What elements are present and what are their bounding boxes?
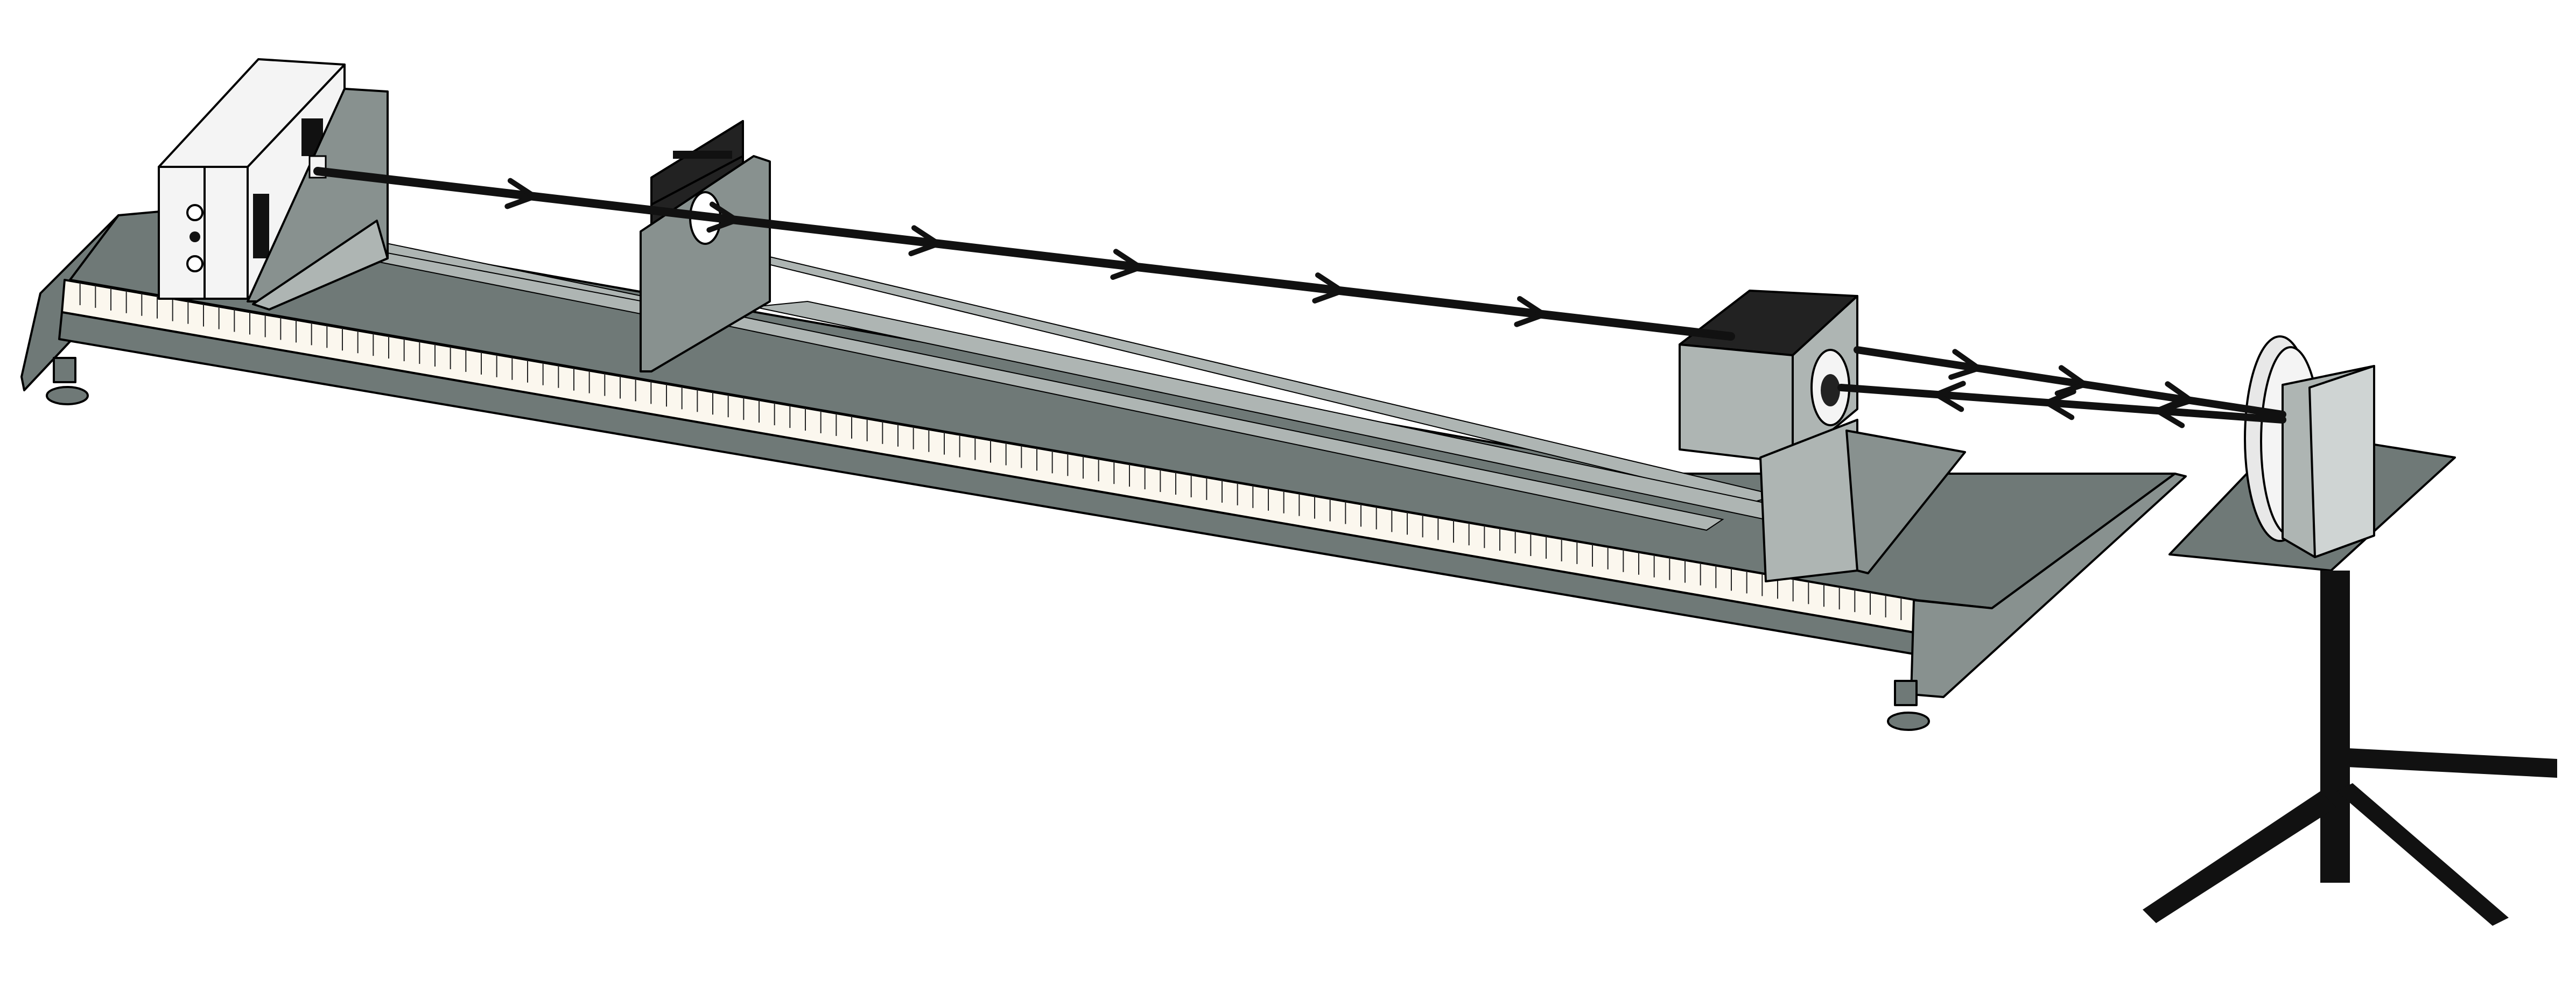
stand-post bbox=[2320, 571, 2350, 883]
lens-box bbox=[1679, 290, 1966, 582]
light-rays bbox=[313, 167, 2286, 428]
lens-box-front bbox=[1679, 343, 1794, 464]
lens-stand-base bbox=[1845, 430, 1966, 574]
ray-arrow-icon bbox=[2040, 389, 2076, 420]
scale-ticks bbox=[79, 282, 1902, 621]
stand-leg-left bbox=[2143, 791, 2336, 923]
ray-arrow-icon bbox=[1514, 296, 1550, 327]
lens-icon bbox=[1821, 374, 1840, 406]
ray-arrow-icon bbox=[2151, 397, 2187, 428]
ray-arrow-icon bbox=[1930, 381, 1966, 412]
aperture-card-top bbox=[650, 120, 744, 206]
bench-foot-right bbox=[1887, 680, 1930, 731]
ray-arrow-icon bbox=[1948, 349, 1985, 380]
ray-arrows bbox=[504, 178, 2198, 428]
slit-holder-base bbox=[252, 220, 389, 311]
slit-holder bbox=[247, 88, 389, 311]
mirror bbox=[2244, 335, 2375, 558]
ray-arrow-icon bbox=[504, 178, 541, 209]
outgoing-ray bbox=[1837, 384, 2286, 424]
metric-scale bbox=[61, 279, 1918, 634]
stand-leg-right bbox=[2336, 783, 2509, 926]
mirror-block-face bbox=[2308, 365, 2375, 558]
ray-arrow-icon bbox=[2054, 365, 2091, 396]
stand-leg-back bbox=[2347, 748, 2557, 778]
ray-arrow-icon bbox=[1312, 272, 1348, 304]
ray-arrow-icon bbox=[908, 225, 944, 257]
return-ray bbox=[313, 167, 1735, 341]
light-source-front bbox=[158, 166, 249, 300]
knob-icon[interactable] bbox=[186, 255, 203, 272]
mirror-stand bbox=[2143, 430, 2557, 926]
ray-arrow-icon bbox=[1110, 249, 1146, 280]
light-source bbox=[158, 58, 346, 300]
bench-foot-left bbox=[46, 357, 89, 405]
switch-icon[interactable] bbox=[189, 231, 200, 242]
ray-arrow-icon bbox=[706, 201, 742, 233]
knob-icon[interactable] bbox=[186, 204, 203, 221]
return-ray-segment bbox=[1854, 346, 2286, 418]
light-source-top bbox=[158, 58, 346, 168]
